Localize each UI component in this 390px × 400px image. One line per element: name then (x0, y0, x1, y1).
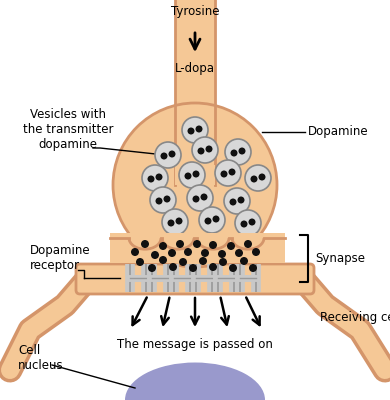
Circle shape (220, 170, 227, 178)
Ellipse shape (113, 103, 277, 267)
Circle shape (227, 242, 235, 250)
Circle shape (239, 148, 245, 154)
Text: Dopamine: Dopamine (308, 126, 369, 138)
Wedge shape (236, 238, 260, 250)
Circle shape (156, 174, 163, 180)
Circle shape (235, 210, 261, 236)
Circle shape (193, 170, 200, 178)
Text: Synapse: Synapse (315, 252, 365, 265)
Circle shape (199, 207, 225, 233)
Wedge shape (201, 238, 225, 250)
Circle shape (200, 194, 207, 200)
Circle shape (156, 198, 163, 204)
Circle shape (213, 216, 220, 222)
Circle shape (142, 165, 168, 191)
Text: Dopamine
receptor: Dopamine receptor (30, 244, 90, 272)
Text: Vesicles with
the transmitter
dopamine: Vesicles with the transmitter dopamine (23, 108, 113, 151)
Circle shape (184, 248, 192, 256)
Circle shape (150, 187, 176, 213)
Circle shape (235, 249, 243, 257)
Circle shape (199, 257, 207, 265)
Circle shape (241, 220, 248, 228)
Circle shape (201, 249, 209, 257)
Circle shape (159, 256, 167, 264)
Circle shape (218, 250, 226, 258)
Circle shape (141, 240, 149, 248)
Circle shape (245, 165, 271, 191)
Bar (110, 233, 285, 263)
Circle shape (187, 185, 213, 211)
Circle shape (184, 172, 191, 180)
Circle shape (240, 257, 248, 265)
Circle shape (204, 218, 211, 224)
Circle shape (238, 196, 245, 204)
Circle shape (252, 248, 260, 256)
Circle shape (230, 150, 238, 156)
Circle shape (169, 263, 177, 271)
FancyBboxPatch shape (76, 264, 314, 294)
Text: Receiving cell: Receiving cell (320, 312, 390, 324)
Circle shape (179, 258, 187, 266)
Wedge shape (166, 238, 190, 250)
Circle shape (197, 148, 204, 154)
Circle shape (159, 242, 167, 250)
Circle shape (250, 176, 257, 182)
Ellipse shape (125, 362, 265, 400)
Circle shape (248, 218, 255, 226)
Circle shape (148, 264, 156, 272)
Circle shape (168, 249, 176, 257)
Text: Tyrosine: Tyrosine (171, 5, 219, 18)
Text: Cell
nucleus: Cell nucleus (18, 344, 64, 372)
Circle shape (192, 137, 218, 163)
Bar (175, 165, 215, 185)
Circle shape (155, 142, 181, 168)
Circle shape (131, 248, 139, 256)
Text: The message is passed on: The message is passed on (117, 338, 273, 351)
Circle shape (179, 162, 205, 188)
Text: L-dopa: L-dopa (175, 62, 215, 75)
Circle shape (244, 240, 252, 248)
Circle shape (224, 188, 250, 214)
Circle shape (189, 264, 197, 272)
Circle shape (168, 150, 176, 158)
Circle shape (209, 263, 217, 271)
Circle shape (215, 160, 241, 186)
Circle shape (259, 174, 266, 180)
Circle shape (249, 264, 257, 272)
Circle shape (162, 209, 188, 235)
Circle shape (229, 264, 237, 272)
Circle shape (182, 117, 208, 143)
Circle shape (193, 196, 200, 202)
Circle shape (225, 139, 251, 165)
Circle shape (188, 128, 195, 134)
Circle shape (209, 241, 217, 249)
Circle shape (161, 152, 167, 160)
Circle shape (195, 126, 202, 132)
Bar (175, 0, 215, 185)
Circle shape (176, 240, 184, 248)
Circle shape (219, 258, 227, 266)
Circle shape (163, 196, 170, 202)
Circle shape (147, 176, 154, 182)
Circle shape (229, 198, 236, 206)
Circle shape (136, 258, 144, 266)
Circle shape (167, 220, 174, 226)
Circle shape (151, 251, 159, 259)
Wedge shape (133, 238, 157, 250)
Circle shape (206, 146, 213, 152)
Circle shape (229, 168, 236, 176)
Circle shape (193, 240, 201, 248)
Circle shape (176, 218, 183, 224)
